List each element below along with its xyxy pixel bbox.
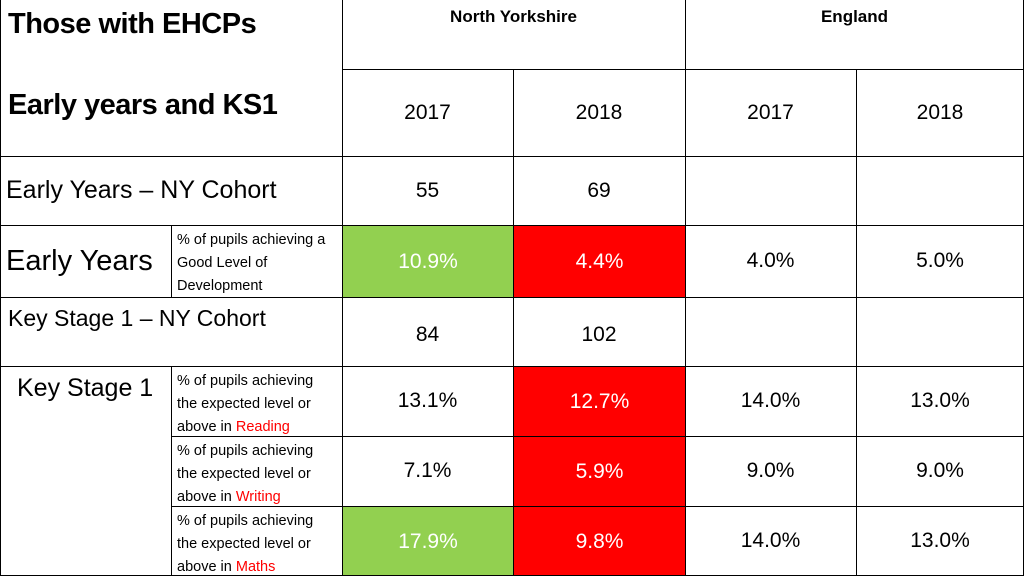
row-label-ey-cohort: Early Years – NY Cohort	[6, 176, 277, 204]
table-title-line1: Those with EHCPs	[8, 8, 257, 40]
subject-writing: Writing	[235, 489, 281, 505]
cell-maths-eng-2017: 14.0%	[740, 529, 801, 552]
cell-ey-gld-eng-2017: 4.0%	[746, 249, 795, 272]
desc-line: above in Reading	[177, 416, 342, 439]
cell-ey-gld-ny-2018: 4.4%	[514, 226, 685, 297]
cell-ey-cohort-eng-2017	[685, 157, 856, 225]
year-header-ny-2018: 2018	[575, 101, 623, 124]
cell-maths-ny-2018: 9.8%	[514, 507, 685, 576]
grid-line	[171, 436, 1024, 437]
cell-ks1-cohort-eng-2017	[685, 312, 856, 358]
desc-line: % of pupils achieving a	[177, 232, 326, 248]
grid-line	[0, 366, 1024, 367]
grid-line	[0, 156, 1024, 157]
year-header-ny-2017: 2017	[404, 101, 451, 124]
grid-line	[342, 0, 343, 576]
grid-line	[0, 225, 1024, 226]
cell-ks1-cohort-eng-2018	[856, 312, 1024, 358]
region-header-england: England	[820, 7, 889, 26]
desc-line: the expected level or	[177, 536, 311, 552]
desc-text: above in	[177, 419, 236, 435]
grid-line	[0, 297, 1024, 298]
cell-reading-eng-2017: 14.0%	[740, 389, 801, 412]
cell-maths-ny-2017: 17.9%	[343, 507, 513, 576]
row-label-key-stage-1: Key Stage 1	[17, 374, 154, 402]
grid-line	[342, 69, 1024, 70]
grid-line	[685, 0, 686, 576]
cell-ey-cohort-ny-2017: 55	[415, 179, 440, 202]
desc-line: the expected level or	[177, 466, 311, 482]
desc-early-years-gld: % of pupils achieving a Good Level of De…	[171, 225, 342, 297]
cell-reading-ny-2017: 13.1%	[397, 389, 458, 412]
subject-reading: Reading	[235, 419, 290, 435]
cell-ey-cohort-eng-2018	[856, 157, 1024, 225]
row-label-early-years: Early Years	[6, 245, 153, 277]
cell-ks1-cohort-ny-2017: 84	[415, 323, 440, 346]
grid-line	[513, 69, 514, 576]
desc-line: % of pupils achieving	[177, 513, 314, 529]
row-label-ks1-cohort: Key Stage 1 – NY Cohort	[8, 305, 266, 331]
desc-ks1-writing: % of pupils achieving the expected level…	[171, 436, 342, 506]
region-header-north-yorkshire: North Yorkshire	[450, 7, 577, 26]
desc-line: above in Maths	[177, 556, 342, 579]
desc-ks1-maths: % of pupils achieving the expected level…	[171, 506, 342, 576]
grid-line	[171, 506, 1024, 507]
year-header-eng-2018: 2018	[916, 101, 964, 124]
cell-ey-gld-ny-2017: 10.9%	[343, 226, 513, 297]
cell-ks1-cohort-ny-2018: 102	[581, 323, 617, 346]
grid-line	[0, 0, 1, 576]
desc-line: % of pupils achieving	[177, 373, 314, 389]
desc-text: above in	[177, 559, 236, 575]
cell-ey-gld-eng-2018: 5.0%	[916, 249, 964, 272]
grid-line	[171, 225, 172, 297]
desc-text: above in	[177, 489, 236, 505]
desc-line: the expected level or	[177, 396, 311, 412]
subject-maths: Maths	[235, 559, 276, 575]
cell-reading-eng-2018: 13.0%	[910, 389, 970, 412]
desc-line: above in Writing	[177, 486, 342, 509]
cell-ey-cohort-ny-2018: 69	[587, 179, 611, 202]
cell-writing-ny-2018: 5.9%	[514, 437, 685, 506]
desc-line: Development	[177, 278, 263, 294]
desc-line: Good Level of	[177, 255, 268, 271]
desc-ks1-reading: % of pupils achieving the expected level…	[171, 366, 342, 436]
cell-reading-ny-2018: 12.7%	[514, 367, 685, 436]
cell-writing-ny-2017: 7.1%	[403, 459, 452, 482]
table-title-line2: Early years and KS1	[8, 89, 278, 121]
cell-maths-eng-2018: 13.0%	[910, 529, 970, 552]
grid-line	[171, 366, 172, 576]
cell-writing-eng-2017: 9.0%	[746, 459, 795, 482]
cell-writing-eng-2018: 9.0%	[916, 459, 964, 482]
year-header-eng-2017: 2017	[747, 101, 794, 124]
desc-line: % of pupils achieving	[177, 443, 314, 459]
grid-line	[856, 69, 857, 576]
